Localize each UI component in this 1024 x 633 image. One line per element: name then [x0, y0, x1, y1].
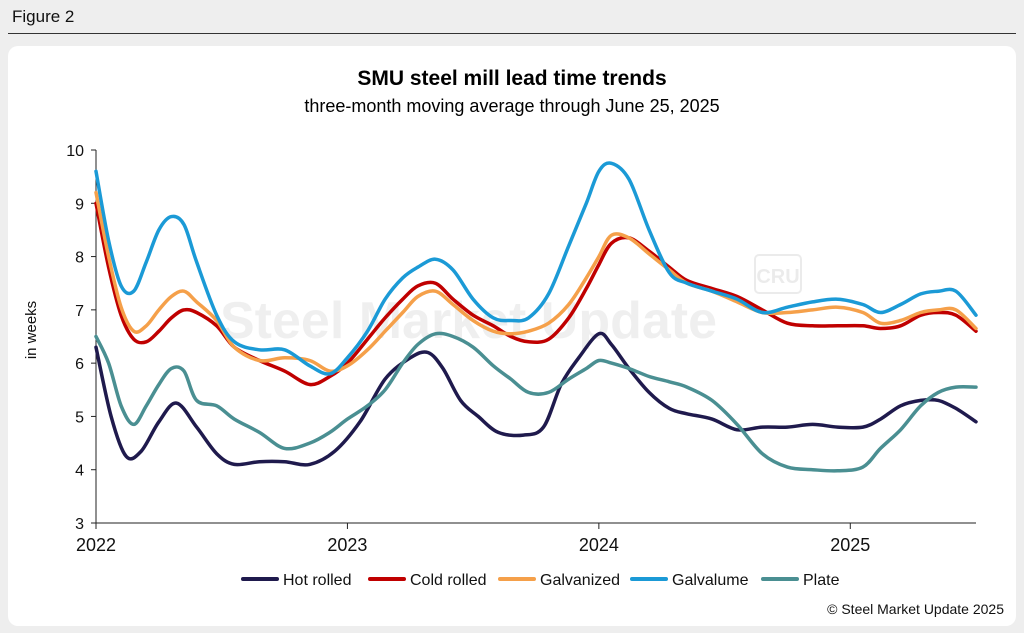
- credit: © Steel Market Update 2025: [827, 601, 1004, 617]
- series-line-plate: [94, 331, 978, 473]
- x-tick-label: 2025: [830, 535, 870, 555]
- chart-subtitle: three-month moving average through June …: [304, 96, 719, 116]
- series-line-galvalume: [94, 161, 978, 376]
- y-tick-label: 9: [75, 196, 84, 213]
- series-line-galvanized: [94, 190, 978, 374]
- series-line-hot-rolled: [94, 331, 978, 467]
- y-tick-label: 7: [75, 303, 84, 320]
- series-lines: [94, 161, 978, 473]
- series-line-cold-rolled: [94, 201, 978, 387]
- y-axis-label: in weeks: [23, 301, 40, 359]
- legend: Hot rolled Cold rolled Galvanized Galvalume…: [241, 572, 840, 589]
- watermark-text: Steel Market Update: [220, 292, 717, 350]
- legend-label-plate: Plate: [803, 572, 840, 589]
- y-tick-label: 6: [75, 356, 84, 373]
- figure-divider: [8, 33, 1016, 34]
- legend-label-galvanized: Galvanized: [540, 572, 620, 589]
- watermark-badge-text: CRU: [756, 266, 799, 288]
- figure-label: Figure 2: [12, 7, 75, 26]
- x-tick-label: 2022: [76, 535, 116, 555]
- y-tick-label: 8: [75, 250, 84, 267]
- legend-label-hot-rolled: Hot rolled: [283, 572, 351, 589]
- y-tick-label: 5: [75, 409, 84, 426]
- y-tick-label: 10: [66, 143, 84, 160]
- legend-label-galvalume: Galvalume: [672, 572, 749, 589]
- y-tick-label: 4: [75, 463, 84, 480]
- y-tick-label: 3: [75, 516, 84, 533]
- watermark: Steel Market Update CRU: [220, 254, 802, 350]
- x-tick-label: 2023: [327, 535, 367, 555]
- watermark-badge: [754, 254, 802, 294]
- legend-label-cold-rolled: Cold rolled: [410, 572, 486, 589]
- x-tick-label: 2024: [579, 535, 619, 555]
- chart-title: SMU steel mill lead time trends: [357, 67, 666, 90]
